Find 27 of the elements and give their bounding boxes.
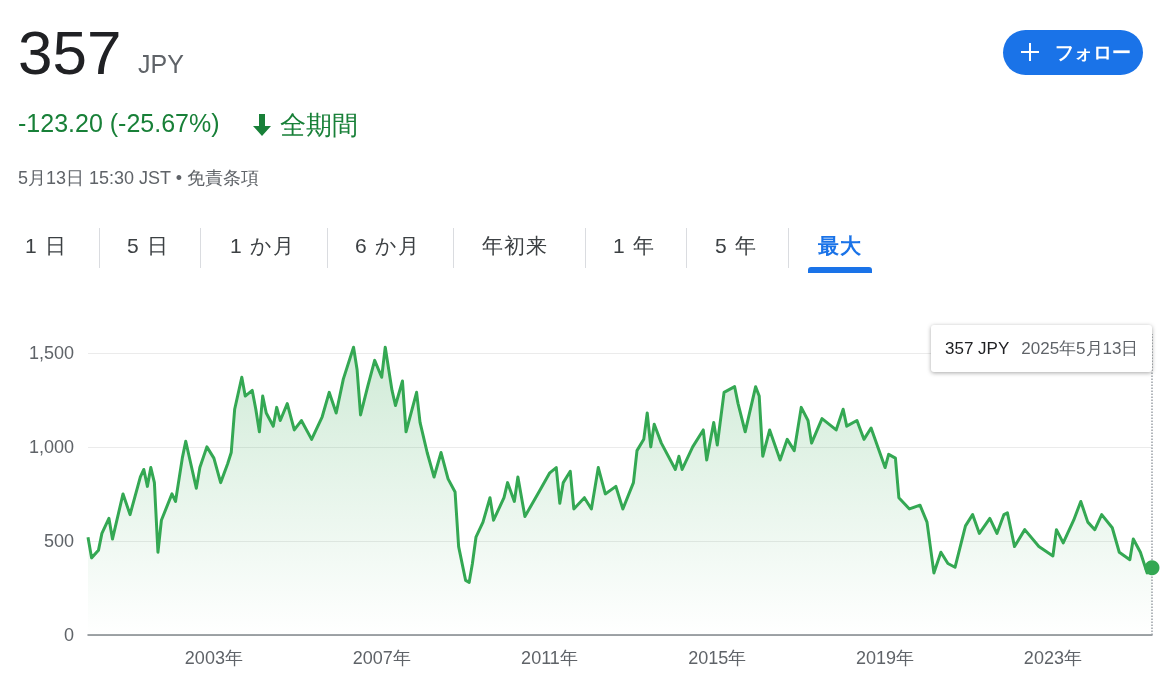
- y-tick-label: 0: [63, 625, 74, 645]
- x-tick-label: 2019年: [856, 648, 915, 668]
- text: 1 か月: [230, 233, 295, 259]
- tooltip: 357 JPY 2025年5月13日: [931, 325, 1153, 372]
- text: 1 日: [25, 233, 67, 259]
- text: -123.20 (-25.67%): [18, 109, 220, 138]
- text: 6 か月: [355, 233, 420, 259]
- y-tick-label: 500: [43, 530, 74, 551]
- text: 全期間: [280, 109, 358, 142]
- chart-subtitle: JPY: [138, 50, 184, 79]
- y-tick-label: 1,500: [28, 342, 74, 363]
- text: 年初来: [482, 233, 548, 259]
- text: 5 日: [127, 233, 169, 259]
- x-tick-label: 2023年: [1023, 648, 1082, 668]
- text: 5 年: [715, 233, 757, 259]
- x-tick-label: 2015年: [688, 648, 747, 668]
- y-tick-label: 1,000: [28, 436, 74, 457]
- text: 5月13日 15:30 JST • 免責条項: [18, 167, 260, 190]
- text: 1 年: [613, 233, 655, 259]
- x-tick-label: 2011年: [521, 648, 578, 668]
- annotation: 2025年5月13日: [1021, 339, 1139, 358]
- annotation: 357 JPY: [945, 339, 1010, 358]
- text: フォロー: [1055, 41, 1131, 65]
- x-tick-label: 2007年: [352, 648, 411, 668]
- chart-title: 357: [18, 18, 122, 88]
- x-tick-label: 2003年: [184, 648, 243, 668]
- text: 最大: [818, 233, 862, 259]
